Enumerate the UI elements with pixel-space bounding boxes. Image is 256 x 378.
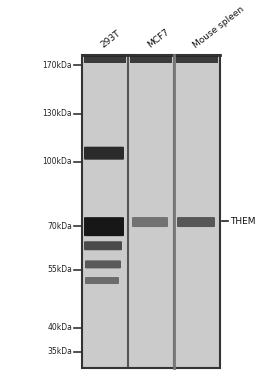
Bar [129,55,173,368]
FancyBboxPatch shape [85,277,119,284]
Bar [84,56,126,63]
FancyBboxPatch shape [132,217,168,227]
FancyBboxPatch shape [177,217,215,227]
Text: 35kDa: 35kDa [47,347,72,356]
Bar [82,55,220,368]
Text: 70kDa: 70kDa [47,222,72,231]
Text: THEMIS2: THEMIS2 [230,217,256,226]
Text: 100kDa: 100kDa [42,157,72,166]
FancyBboxPatch shape [84,241,122,250]
FancyBboxPatch shape [85,260,121,268]
Text: 170kDa: 170kDa [42,61,72,70]
Text: Mouse spleen: Mouse spleen [191,5,246,50]
Text: 40kDa: 40kDa [47,323,72,332]
Text: 293T: 293T [100,29,123,50]
Text: 55kDa: 55kDa [47,265,72,274]
FancyBboxPatch shape [84,217,124,236]
Bar [130,56,172,63]
Bar [176,56,218,63]
Bar [83,55,127,368]
Bar [82,55,220,368]
Bar [175,55,219,368]
Text: 130kDa: 130kDa [42,110,72,118]
FancyBboxPatch shape [84,147,124,160]
Text: MCF7: MCF7 [145,28,170,50]
